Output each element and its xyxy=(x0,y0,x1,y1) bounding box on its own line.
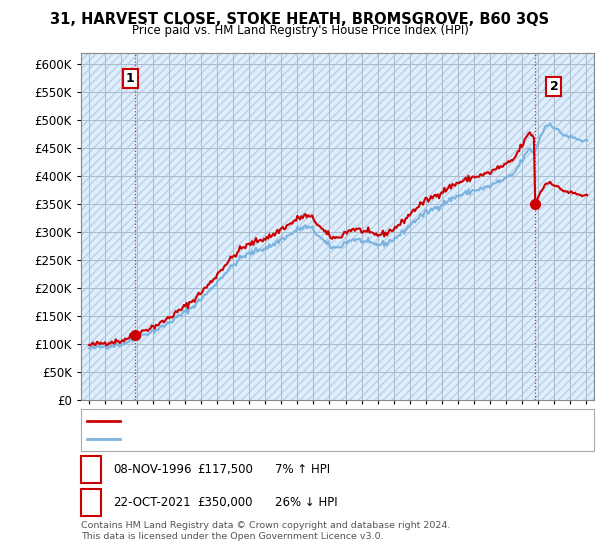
Text: HPI: Average price, detached house, Bromsgrove: HPI: Average price, detached house, Brom… xyxy=(124,434,392,444)
Text: 1: 1 xyxy=(87,463,95,477)
Text: 7% ↑ HPI: 7% ↑ HPI xyxy=(275,463,331,477)
Text: Price paid vs. HM Land Registry's House Price Index (HPI): Price paid vs. HM Land Registry's House … xyxy=(131,24,469,37)
Text: 26% ↓ HPI: 26% ↓ HPI xyxy=(275,496,338,509)
Text: 31, HARVEST CLOSE, STOKE HEATH, BROMSGROVE, B60 3QS: 31, HARVEST CLOSE, STOKE HEATH, BROMSGRO… xyxy=(50,12,550,27)
Text: Contains HM Land Registry data © Crown copyright and database right 2024.
This d: Contains HM Land Registry data © Crown c… xyxy=(81,521,451,541)
Text: £350,000: £350,000 xyxy=(197,496,253,509)
Text: £117,500: £117,500 xyxy=(197,463,253,477)
Text: 08-NOV-1996: 08-NOV-1996 xyxy=(113,463,192,477)
Text: 2: 2 xyxy=(87,496,95,509)
Text: 22-OCT-2021: 22-OCT-2021 xyxy=(113,496,191,509)
Text: 31, HARVEST CLOSE, STOKE HEATH, BROMSGROVE, B60 3QS (detached house): 31, HARVEST CLOSE, STOKE HEATH, BROMSGRO… xyxy=(124,416,558,426)
Text: 1: 1 xyxy=(125,72,134,85)
Text: 2: 2 xyxy=(550,80,558,94)
